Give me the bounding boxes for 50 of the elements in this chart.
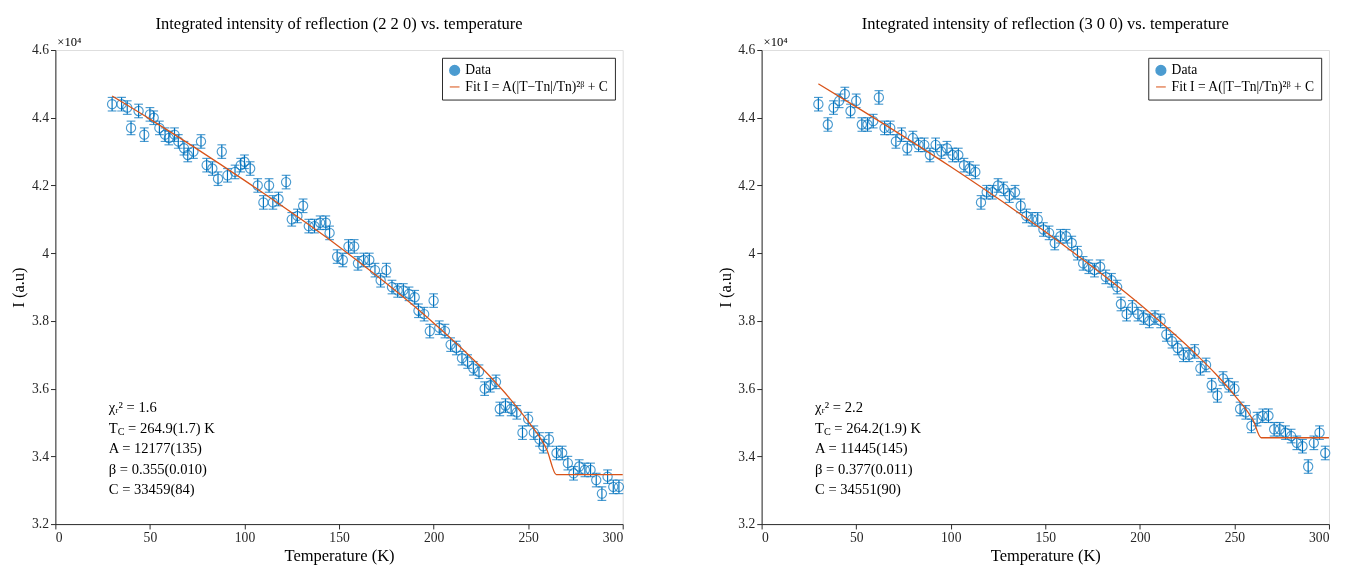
x-tick-label: 100 xyxy=(234,530,256,546)
x-tick-label: 0 xyxy=(55,530,63,546)
x-tick-label: 300 xyxy=(602,530,624,546)
x-tick-label: 200 xyxy=(1130,530,1151,546)
legend-label: Fit I = A(|T−Tn|/Tn)²ᵝ + C xyxy=(465,78,608,95)
y-tick-label: 4.2 xyxy=(738,177,756,193)
y-axis-title: I (a.u) xyxy=(715,267,735,308)
y-tick-label: 3.4 xyxy=(32,448,50,464)
y-tick-label: 3.6 xyxy=(738,381,756,397)
x-tick-label: 100 xyxy=(941,530,962,546)
x-tick-label: 250 xyxy=(518,530,540,546)
y-tick-label: 4.6 xyxy=(32,42,50,58)
x-axis-title: Temperature (K) xyxy=(990,546,1101,566)
chart-title: Integrated intensity of reflection (2 2 0) vs. temperature xyxy=(155,13,523,33)
chart-title: Integrated intensity of reflection (3 0 0) vs. temperature xyxy=(861,13,1229,33)
y-tick-label: 3.8 xyxy=(32,313,50,329)
x-tick-label: 50 xyxy=(849,530,864,546)
y-tick-label: 3.2 xyxy=(738,516,756,532)
annotation: C = 33459(84) xyxy=(108,480,195,498)
y-tick-label: 3.8 xyxy=(738,313,756,329)
y-tick-label: 3.6 xyxy=(32,381,50,397)
annotation: χᵣ² = 1.6 xyxy=(107,399,157,416)
annotation: A = 12177(135) xyxy=(108,440,203,458)
y-tick-label: 3.2 xyxy=(32,516,50,532)
annotation: C = 34551(90) xyxy=(815,480,902,498)
annotation: A = 11445(145) xyxy=(815,440,908,458)
legend-label: Data xyxy=(1171,62,1198,78)
annotation: χᵣ² = 2.2 xyxy=(814,399,863,416)
y-tick-label: 4.4 xyxy=(738,110,756,126)
y-tick-label: 4 xyxy=(42,245,50,261)
annotation: β = 0.377(0.011) xyxy=(815,460,913,478)
y-tick-label: 4.6 xyxy=(738,42,756,58)
legend-label: Fit I = A(|T−Tn|/Tn)²ᵝ + C xyxy=(1171,78,1315,95)
x-tick-label: 150 xyxy=(1035,530,1057,546)
y-tick-label: 4.2 xyxy=(32,177,50,193)
text: ×10⁴ xyxy=(763,35,789,50)
y-tick-label: 3.4 xyxy=(738,448,756,464)
legend-label: Data xyxy=(465,62,492,78)
x-tick-label: 0 xyxy=(762,530,770,546)
x-tick-label: 300 xyxy=(1309,530,1330,546)
y-tick-label: 4.4 xyxy=(32,110,50,126)
text: ×10⁴ xyxy=(57,35,83,50)
x-tick-label: 200 xyxy=(423,530,445,546)
x-tick-label: 250 xyxy=(1224,530,1246,546)
annotation: β = 0.355(0.010) xyxy=(108,460,208,478)
x-axis-title: Temperature (K) xyxy=(284,546,395,566)
y-tick-label: 4 xyxy=(748,245,756,261)
y-axis-title: I (a.u) xyxy=(9,267,29,308)
x-tick-label: 150 xyxy=(329,530,350,546)
x-tick-label: 50 xyxy=(143,530,158,546)
